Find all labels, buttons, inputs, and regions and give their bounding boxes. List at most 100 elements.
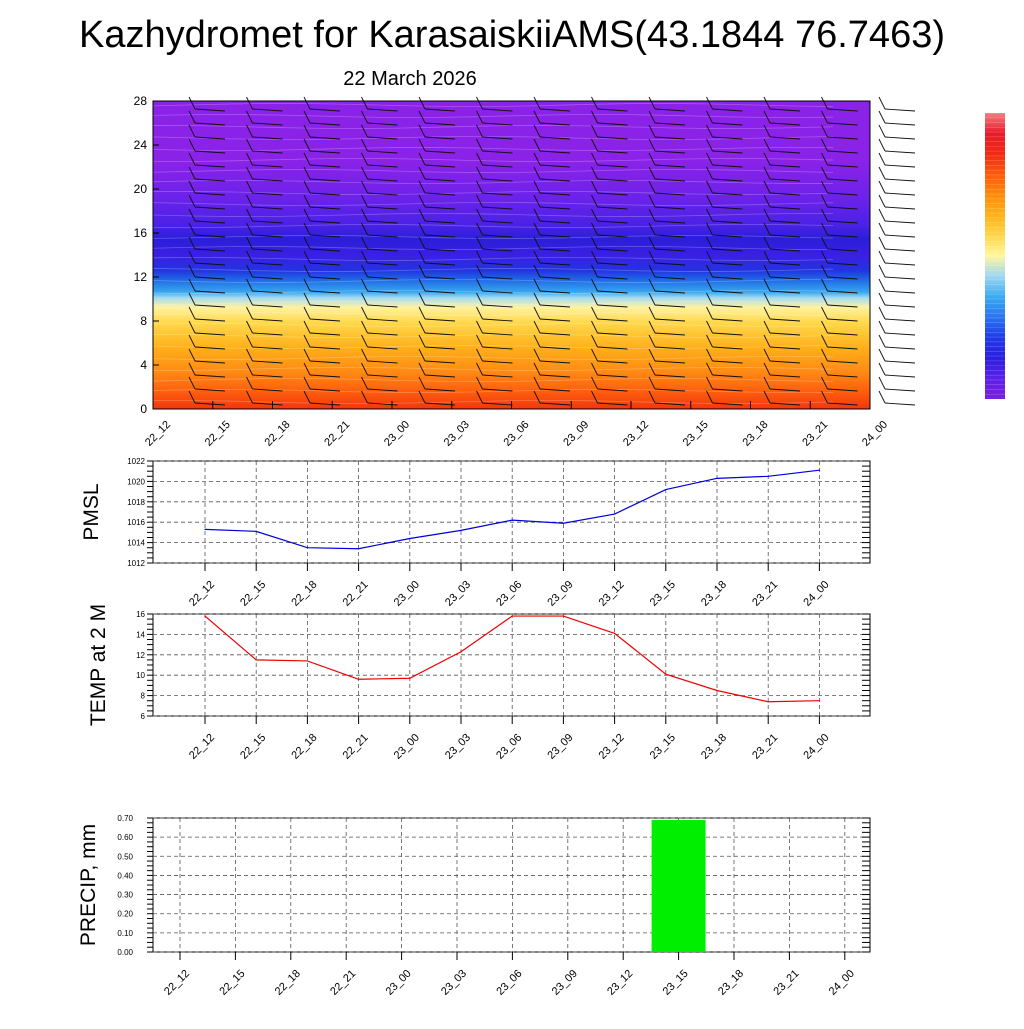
wind-barb bbox=[539, 304, 571, 308]
wind-barb bbox=[309, 122, 341, 126]
wind-barb bbox=[539, 220, 571, 224]
wind-barb bbox=[769, 262, 801, 266]
temperature-panel: 6 8 10 12 14 16 22_12 22_15 22_18 22_21 23_00 23_03… bbox=[87, 604, 871, 762]
wind-barb bbox=[597, 206, 628, 210]
wind-barb bbox=[763, 390, 771, 404]
wind-barb bbox=[706, 180, 713, 194]
wind-barb bbox=[482, 122, 513, 126]
data-point bbox=[614, 513, 616, 515]
panel-frame bbox=[152, 817, 871, 953]
wind-barb bbox=[482, 346, 513, 350]
wind-barb bbox=[418, 180, 426, 194]
wind-barb bbox=[591, 166, 598, 180]
y-axis-label: PRECIP, mm bbox=[77, 824, 100, 946]
wind-barb bbox=[424, 332, 456, 336]
wind-barb bbox=[648, 292, 656, 306]
wind-barb bbox=[533, 250, 541, 264]
wind-barb bbox=[303, 348, 311, 362]
wind-barb bbox=[194, 248, 226, 252]
wind-barb bbox=[539, 206, 571, 210]
wind-barb bbox=[476, 250, 483, 264]
data-point bbox=[716, 477, 718, 479]
data-point bbox=[818, 700, 821, 702]
wind-barb bbox=[424, 360, 456, 364]
contour-line bbox=[152, 311, 834, 316]
wind-barb bbox=[533, 180, 541, 194]
wind-barb bbox=[533, 208, 541, 222]
wind-barb bbox=[482, 178, 513, 182]
wind-barb bbox=[424, 122, 456, 126]
wind-barb bbox=[246, 138, 253, 152]
wind-barb bbox=[878, 180, 886, 194]
x-tick-label: 23_21 bbox=[750, 579, 780, 609]
wind-barb bbox=[821, 180, 828, 194]
wind-barb bbox=[188, 362, 196, 376]
wind-barb bbox=[424, 290, 456, 294]
wind-barb bbox=[821, 348, 828, 362]
wind-barb bbox=[424, 150, 456, 154]
x-tick-label: 23_15 bbox=[661, 968, 691, 998]
wind-barb bbox=[188, 152, 196, 166]
x-tick-label: 23_06 bbox=[494, 968, 524, 998]
wind-barb bbox=[769, 360, 801, 364]
contour-line bbox=[152, 136, 834, 140]
wind-barb bbox=[367, 234, 398, 238]
wind-barb bbox=[194, 220, 226, 224]
wind-barb bbox=[591, 376, 598, 390]
wind-barb bbox=[827, 108, 858, 112]
data-point bbox=[204, 528, 206, 530]
wind-barb bbox=[482, 220, 513, 224]
wind-barb bbox=[654, 220, 686, 224]
wind-barb bbox=[712, 150, 743, 154]
wind-barb bbox=[884, 122, 916, 126]
wind-barb bbox=[252, 262, 283, 266]
y-tick-label: 10 bbox=[136, 671, 145, 680]
wind-barb bbox=[597, 122, 628, 126]
contour-line bbox=[152, 279, 834, 283]
wind-barb bbox=[763, 334, 771, 348]
wind-barb bbox=[884, 150, 916, 154]
wind-barb bbox=[361, 166, 368, 180]
wind-barb bbox=[769, 388, 801, 392]
wind-barb bbox=[878, 264, 886, 278]
wind-barb bbox=[769, 304, 801, 308]
wind-barb bbox=[361, 152, 368, 166]
wind-barb bbox=[597, 360, 628, 364]
wind-barb bbox=[252, 192, 283, 196]
wind-barb bbox=[539, 332, 571, 336]
data-point bbox=[306, 547, 308, 549]
wind-barb bbox=[533, 138, 541, 152]
wind-barb bbox=[303, 180, 311, 194]
wind-barb bbox=[597, 108, 628, 112]
wind-barb bbox=[533, 110, 541, 124]
wind-barb bbox=[878, 208, 886, 222]
wind-barb bbox=[424, 346, 456, 350]
wind-barb bbox=[706, 334, 713, 348]
contour-line bbox=[152, 301, 834, 305]
x-tick-label: 23_18 bbox=[741, 419, 771, 449]
wind-barb bbox=[654, 374, 686, 378]
wind-barb bbox=[878, 110, 886, 124]
y-tick-label: 6 bbox=[141, 712, 146, 721]
wind-barb bbox=[539, 388, 571, 392]
wind-barb bbox=[309, 290, 341, 294]
wind-barb bbox=[418, 110, 426, 124]
wind-barb bbox=[246, 194, 253, 208]
wind-barb bbox=[252, 374, 283, 378]
wind-barb bbox=[418, 96, 426, 110]
wind-barb bbox=[188, 180, 196, 194]
wind-barb bbox=[769, 346, 801, 350]
wind-barb bbox=[884, 304, 916, 308]
wind-barb bbox=[712, 206, 743, 210]
wind-barb bbox=[539, 276, 571, 280]
wind-barb bbox=[252, 136, 283, 140]
wind-barb bbox=[821, 138, 828, 152]
wind-barb bbox=[597, 220, 628, 224]
wind-barb bbox=[769, 164, 801, 168]
wind-barb bbox=[827, 290, 858, 294]
wind-barb bbox=[648, 222, 656, 236]
wind-barb bbox=[303, 264, 311, 278]
wind-barb bbox=[361, 222, 368, 236]
wind-barb bbox=[712, 122, 743, 126]
wind-barb bbox=[539, 178, 571, 182]
